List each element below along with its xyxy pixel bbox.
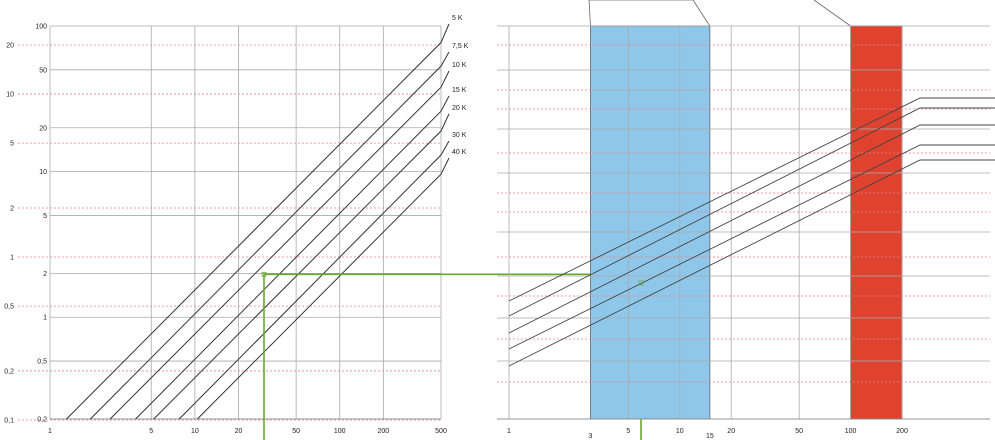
x-tick-label: 3 [589,433,593,440]
y-tick-label: 0,5 [37,359,47,366]
x-tick-label: 500 [435,428,447,435]
transfer-line [508,107,995,317]
reading-marker [638,280,644,286]
x-tick-label: 50 [795,428,803,435]
temperature-line [90,51,450,420]
temperature-line [109,70,450,420]
y-tick-label: 50 [39,67,47,74]
y-tick-label: 100 [35,24,47,31]
temperature-line [153,113,450,420]
outer-y-tick-label: 1 [10,255,14,262]
outer-y-tick-label: 0,5 [4,304,14,311]
band-top-outline [813,0,851,27]
left-chart: 0,1 0,2 0,5 1 2 5 10 20 0,2 0,5 1 2 5 10 20 50 100 1 5 10 20… [4,15,642,440]
range-band [850,25,903,420]
outer-y-tick-label: 20 [6,43,14,50]
y-tick-label: 1 [43,315,47,322]
x-tick-label: 200 [896,428,908,435]
y-tick-label: 2 [43,271,47,278]
outer-y-tick-label: 2 [10,205,14,212]
temperature-line [135,95,450,420]
outer-y-tick-label: 0,2 [4,368,14,375]
outer-y-tick-label: 0,1 [4,418,14,425]
x-tick-label: 1 [507,428,511,435]
series-label: 7,5 K [452,43,469,50]
series-label: 15 K [452,87,467,94]
transfer-line [508,144,995,350]
x-tick-label: 100 [334,428,346,435]
right-chart: 1 3 5 10 15 20 50 100 200 [497,0,995,440]
y-tick-label: 5 [43,213,47,220]
x-tick-label: 20 [727,428,735,435]
series-label: 40 K [452,149,467,156]
band-top-outline [588,0,711,27]
y-tick-label: 20 [39,125,47,132]
transfer-line [508,159,995,367]
x-tick-label: 10 [191,428,199,435]
x-tick-label: 100 [845,428,857,435]
reading-marker [261,271,267,277]
transfer-line [508,97,995,302]
y-tick-label: 10 [39,169,47,176]
outer-y-tick-label: 10 [6,92,14,99]
x-tick-label: 15 [706,433,714,440]
temperature-line [66,23,450,420]
temperature-line [178,140,450,420]
x-tick-label: 1 [48,428,52,435]
range-band [590,25,711,420]
series-label: 20 K [452,105,467,112]
y-tick-label: 0,2 [37,417,47,424]
x-tick-label: 20 [235,428,243,435]
x-tick-label: 5 [149,428,153,435]
outer-y-tick-label: 5 [10,141,14,148]
series-label: 5 K [452,15,463,22]
x-tick-label: 5 [626,428,630,435]
temperature-line [196,157,450,420]
x-tick-label: 10 [676,428,684,435]
x-tick-label: 50 [292,428,300,435]
x-tick-label: 200 [378,428,390,435]
series-label: 30 K [452,132,467,139]
transfer-line [508,124,995,334]
reading-line [263,273,642,440]
series-label: 10 K [452,62,467,69]
